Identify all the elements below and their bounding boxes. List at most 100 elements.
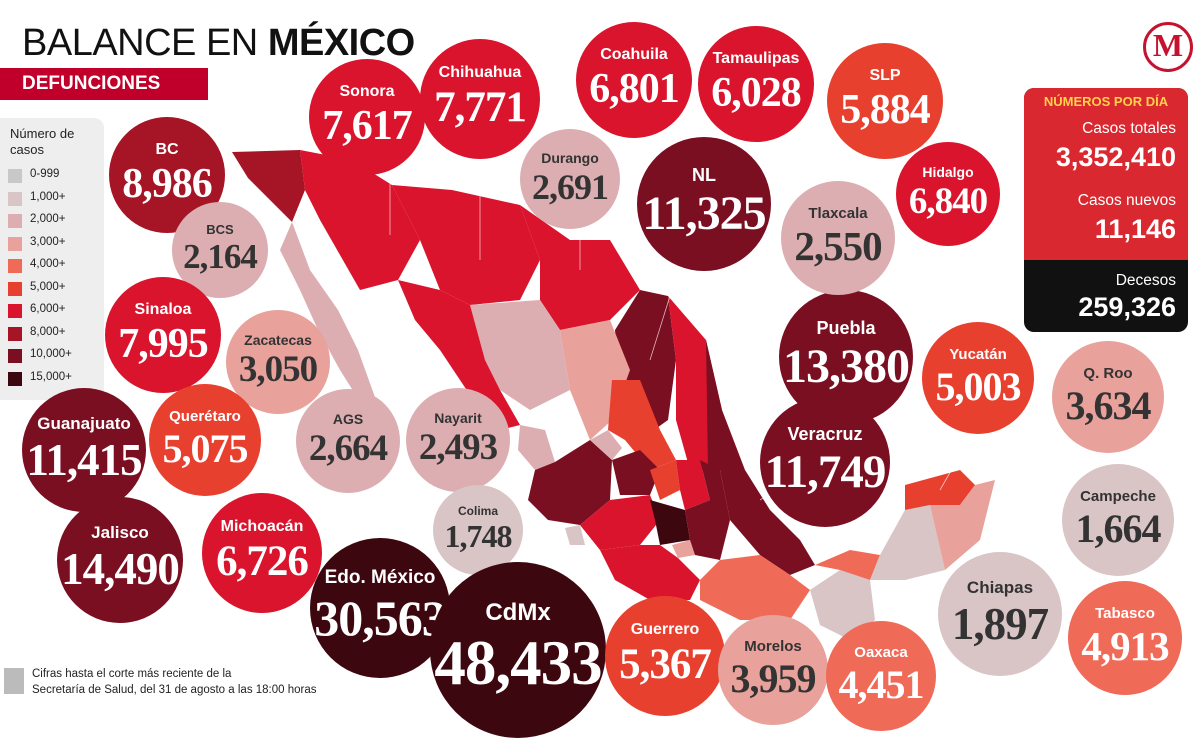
decesos-value: 259,326 bbox=[1078, 292, 1176, 322]
state-value: 14,490 bbox=[61, 544, 180, 594]
state-value: 5,367 bbox=[619, 641, 712, 688]
legend-swatch bbox=[8, 326, 22, 341]
legend-label: 3,000+ bbox=[30, 235, 66, 248]
map-region-nayarit bbox=[518, 425, 555, 470]
map-region-campeche bbox=[870, 505, 945, 580]
map-region-chiapas bbox=[810, 570, 875, 640]
state-value: 6,028 bbox=[711, 70, 802, 116]
state-name: Chihuahua bbox=[438, 64, 522, 81]
legend-swatch bbox=[8, 371, 22, 386]
state-name: Oaxaca bbox=[854, 644, 908, 661]
page-title: BALANCE EN MÉXICO bbox=[22, 22, 415, 65]
map-region-queretaro bbox=[650, 460, 680, 500]
state-value: 2,550 bbox=[794, 223, 882, 269]
legend-item: 6,000+ bbox=[8, 301, 104, 321]
legend-label: 4,000+ bbox=[30, 258, 66, 270]
legend-swatch bbox=[8, 304, 22, 318]
state-bubble: Tamaulipas 6,028 bbox=[698, 26, 814, 142]
legend-swatch bbox=[8, 169, 22, 183]
state-value: 6,840 bbox=[908, 181, 988, 222]
state-name: Edo. México bbox=[324, 567, 436, 588]
state-value: 8,986 bbox=[122, 161, 213, 207]
milenio-logo: M bbox=[1143, 22, 1193, 72]
state-name: Coahuila bbox=[600, 46, 668, 63]
state-value: 2,164 bbox=[183, 237, 258, 276]
legend-swatch bbox=[8, 349, 22, 363]
state-bubble: NL 11,325 bbox=[637, 137, 771, 271]
state-bubble: Nayarit 2,493 bbox=[406, 388, 510, 492]
map-region-baja-california bbox=[232, 150, 305, 222]
logo-letter: M bbox=[1152, 27, 1184, 63]
map-region-guanajuato bbox=[612, 450, 660, 495]
state-value: 6,726 bbox=[216, 538, 309, 585]
map-region-hidalgo bbox=[676, 460, 710, 510]
legend-item: 3,000+ bbox=[8, 234, 104, 254]
state-bubble: Tlaxcala 2,550 bbox=[781, 181, 895, 295]
state-name: Michoacán bbox=[220, 518, 304, 535]
legend-item: 1,000+ bbox=[8, 189, 104, 209]
state-bubble: Michoacán 6,726 bbox=[202, 493, 322, 613]
state-value: 2,493 bbox=[418, 427, 498, 468]
casos-nuevos-value: 11,146 bbox=[1094, 214, 1176, 244]
legend-label: 2,000+ bbox=[30, 213, 66, 225]
state-name: Guanajuato bbox=[37, 414, 131, 433]
state-bubble: Jalisco 14,490 bbox=[57, 497, 183, 623]
map-region-bcs bbox=[280, 222, 376, 405]
map-region-puebla bbox=[685, 460, 730, 560]
state-value: 1,897 bbox=[951, 599, 1049, 649]
map-region-veracruz bbox=[706, 340, 815, 575]
state-bubble: Chiapas 1,897 bbox=[938, 552, 1062, 676]
state-bubble: CdMx 48,433 bbox=[430, 562, 606, 738]
state-name: Sonora bbox=[339, 83, 395, 100]
page-subtitle: DEFUNCIONES bbox=[0, 68, 208, 100]
state-value: 5,884 bbox=[840, 87, 931, 133]
legend-label: 0-999 bbox=[30, 168, 60, 180]
state-value: 3,050 bbox=[238, 349, 318, 390]
legend-item: 10,000+ bbox=[8, 346, 104, 366]
legend-label: 10,000+ bbox=[30, 348, 72, 360]
state-bubble: Sinaloa 7,995 bbox=[105, 277, 221, 393]
legend-item: 0-999 bbox=[8, 166, 104, 186]
legend-swatch bbox=[8, 236, 22, 251]
state-bubble: Campeche 1,664 bbox=[1062, 464, 1174, 576]
state-name: Tabasco bbox=[1095, 605, 1155, 622]
state-bubble: Sonora 7,617 bbox=[309, 59, 425, 175]
state-name: BC bbox=[155, 141, 179, 158]
state-bubble: Zacatecas 3,050 bbox=[226, 310, 330, 414]
footnote-line-2: Secretaría de Salud, del 31 de agosto a … bbox=[32, 684, 317, 696]
state-name: Q. Roo bbox=[1083, 365, 1133, 382]
state-bubble: Chihuahua 7,771 bbox=[420, 39, 540, 159]
state-value: 4,913 bbox=[1081, 623, 1169, 669]
state-bubble: Durango 2,691 bbox=[520, 129, 620, 229]
map-region-guerrero bbox=[600, 545, 700, 600]
state-bubble: AGS 2,664 bbox=[296, 389, 400, 493]
legend-label: 6,000+ bbox=[30, 303, 66, 315]
map-region-morelos bbox=[672, 540, 695, 558]
map-region-slp bbox=[608, 380, 676, 470]
state-value: 11,415 bbox=[26, 435, 142, 485]
state-bubble: Tabasco 4,913 bbox=[1068, 581, 1182, 695]
state-bubble: Yucatán 5,003 bbox=[922, 322, 1034, 434]
state-name: Sinaloa bbox=[134, 301, 192, 318]
state-name: Puebla bbox=[816, 318, 876, 338]
casos-totales-value: 3,352,410 bbox=[1055, 142, 1176, 172]
map-region-ags bbox=[590, 430, 622, 460]
map-region-qroo bbox=[930, 480, 995, 570]
legend-label: 15,000+ bbox=[30, 370, 72, 383]
title-bold: MÉXICO bbox=[267, 22, 415, 64]
state-value: 7,617 bbox=[322, 103, 413, 149]
state-value: 11,325 bbox=[642, 187, 766, 240]
state-value: 3,959 bbox=[730, 656, 817, 701]
state-bubble: Q. Roo 3,634 bbox=[1052, 341, 1164, 453]
state-name: Yucatán bbox=[949, 346, 1007, 363]
map-region-durango bbox=[470, 300, 570, 410]
state-bubble: Guanajuato 11,415 bbox=[22, 388, 146, 512]
state-value: 3,634 bbox=[1065, 383, 1152, 428]
map-region-colima bbox=[565, 525, 585, 545]
state-name: AGS bbox=[332, 411, 364, 427]
state-value: 7,995 bbox=[118, 321, 209, 367]
legend-label: 8,000+ bbox=[30, 325, 66, 338]
panel-title: NÚMEROS POR DÍA bbox=[1043, 94, 1169, 109]
state-value: 2,691 bbox=[532, 167, 609, 207]
legend-label: 1,000+ bbox=[30, 190, 66, 203]
